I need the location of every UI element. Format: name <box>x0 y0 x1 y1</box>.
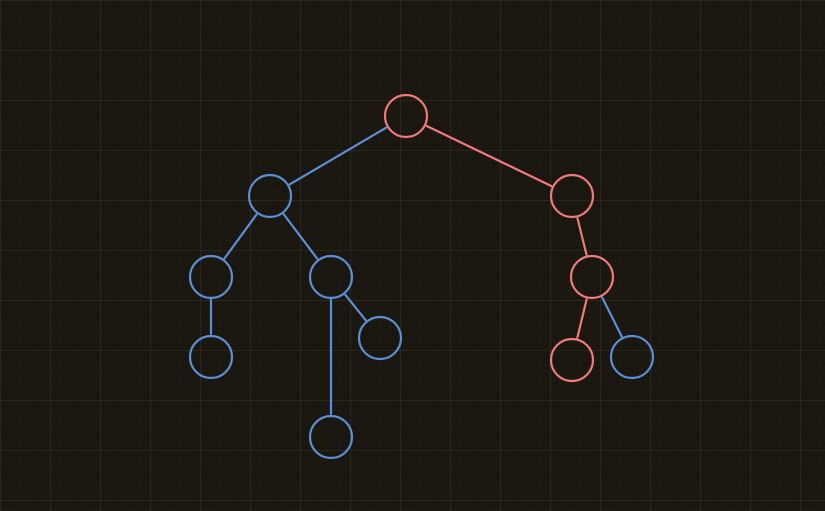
node-circle <box>549 173 595 219</box>
node-circle <box>357 315 403 361</box>
node-circle <box>383 93 429 139</box>
tree-edges <box>209 124 623 416</box>
node-circle <box>308 254 354 300</box>
node-left[interactable] <box>247 173 293 219</box>
node-right[interactable] <box>549 173 595 219</box>
node-left-right-child-a[interactable] <box>308 414 354 460</box>
node-circle <box>308 414 354 460</box>
node-circle <box>188 254 234 300</box>
node-circle <box>188 334 234 380</box>
edge-left-right-to-left-right-child-b <box>344 293 367 322</box>
edge-left-to-left-left <box>223 213 258 260</box>
node-circle <box>549 337 595 383</box>
edge-root-to-left <box>288 126 388 186</box>
node-circle <box>609 334 655 380</box>
edge-right-child-to-right-child-right <box>601 296 623 338</box>
node-left-right[interactable] <box>308 254 354 300</box>
node-right-child[interactable] <box>569 254 615 300</box>
node-circle <box>247 173 293 219</box>
node-circle <box>569 254 615 300</box>
node-left-left[interactable] <box>188 254 234 300</box>
node-right-child-left[interactable] <box>549 337 595 383</box>
edge-right-child-to-right-child-left <box>576 298 588 339</box>
tree-nodes <box>188 93 655 460</box>
edge-root-to-right <box>425 124 553 188</box>
edge-right-to-right-child <box>576 217 588 256</box>
node-left-right-child-b[interactable] <box>357 315 403 361</box>
node-left-left-child[interactable] <box>188 334 234 380</box>
node-right-child-right[interactable] <box>609 334 655 380</box>
node-root[interactable] <box>383 93 429 139</box>
edge-left-to-left-right <box>282 213 319 260</box>
